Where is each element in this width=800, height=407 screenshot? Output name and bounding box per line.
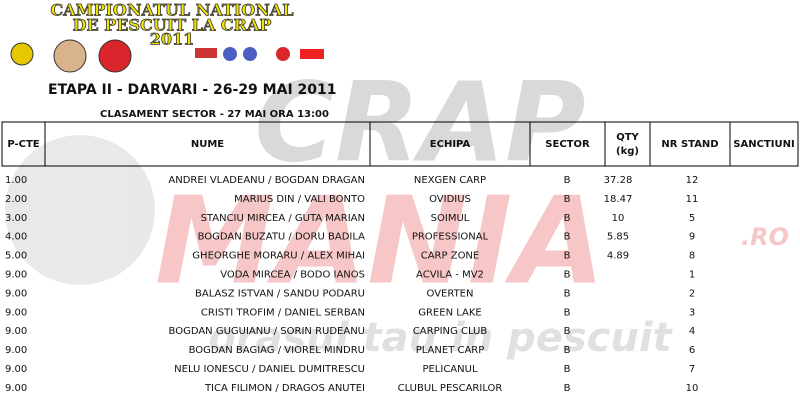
cell-pcte: 1.00 [5,175,27,186]
watermark: CRAP MANIA .RO orasul tau in pescuit [5,58,789,361]
cell-nume: CRISTI TROFIM / DANIEL SERBAN [201,307,365,318]
cell-sector: B [564,232,571,243]
cell-sector: B [564,251,571,262]
cell-nume: NELU IONESCU / DANIEL DUMITRESCU [174,364,365,375]
banner-line: CAMPIONATUL NATIONAL [51,1,294,20]
cell-stand: 4 [689,326,695,337]
column-header: P-CTE [7,139,39,150]
cell-echipa: GREEN LAKE [418,307,482,318]
cell-echipa: PROFESSIONAL [412,232,489,243]
column-header: ECHIPA [430,139,471,150]
cell-pcte: 4.00 [5,232,27,243]
banner-line: 2011 [150,30,195,49]
cell-echipa: OVIDIUS [429,194,471,205]
cell-nume: MARIUS DIN / VALI BONTO [234,194,365,205]
cell-sector: B [564,326,571,337]
table: P-CTE NUME ECHIPA SECTOR QTY (kg) NR STAND SANC… [1,121,799,394]
cell-qty: 10 [612,213,625,224]
cell-qty: 5.85 [607,232,629,243]
cell-qty: 37.28 [604,175,633,186]
column-header: SECTOR [545,139,590,150]
cell-nume: VODA MIRCEA / BODO IANOS [220,270,365,281]
cell-stand: 3 [689,307,695,318]
cell-echipa: CARPING CLUB [413,326,488,337]
cell-echipa: ACVILA - MV2 [416,270,484,281]
cell-qty: 18.47 [604,194,633,205]
cell-stand: 5 [689,213,695,224]
cell-nume: TICA FILIMON / DRAGOS ANUTEI [204,383,365,394]
cell-pcte: 9.00 [5,307,27,318]
cell-pcte: 9.00 [5,383,27,394]
cell-pcte: 9.00 [5,270,27,281]
cell-sector: B [564,307,571,318]
cell-sector: B [564,194,571,205]
cell-nume: BOGDAN BUZATU / DORU BADILA [198,232,366,243]
cell-echipa: OVERTEN [427,288,474,299]
column-header: NUME [191,139,224,150]
cell-stand: 10 [686,383,699,394]
cell-sector: B [564,175,571,186]
cell-pcte: 9.00 [5,364,27,375]
cell-stand: 8 [689,251,695,262]
cell-echipa: SOIMUL [431,213,470,224]
cell-nume: BOGDAN BAGIAG / VIOREL MINDRU [189,345,365,356]
cell-nume: GHEORGHE MORARU / ALEX MIHAI [192,251,365,262]
cell-sector: B [564,270,571,281]
cell-sector: B [564,213,571,224]
cell-nume: STANCIU MIRCEA / GUTA MARIAN [201,213,365,224]
cell-nume: BALASZ ISTVAN / SANDU PODARU [195,288,365,299]
watermark-brand: MANIA [155,173,605,312]
cell-pcte: 5.00 [5,251,27,262]
header-row [1,121,799,167]
cell-nume: ANDREI VLADEANU / BOGDAN DRAGAN [168,175,365,186]
cell-echipa: CLUBUL PESCARILOR [398,383,503,394]
banner-line: DE PESCUIT LA CRAP [73,16,272,35]
cell-sector: B [564,364,571,375]
cell-pcte: 9.00 [5,288,27,299]
cell-stand: 6 [689,345,695,356]
cell-sector: B [564,345,571,356]
column-header: QTY (kg) [616,132,640,157]
heading-subtitle: CLASAMENT SECTOR - 27 MAI ORA 13:00 [100,109,329,120]
logos [10,39,324,73]
heading-title: ETAPA II - DARVARI - 26-29 MAI 2011 [48,82,337,98]
watermark-slogan: orasul tau in pescuit [208,315,673,361]
cell-echipa: PELICANUL [422,364,477,375]
cell-stand: 1 [689,270,695,281]
banner: CAMPIONATUL NATIONAL DE PESCUIT LA CRAP … [50,0,294,49]
cell-sector: B [564,288,571,299]
cell-stand: 9 [689,232,695,243]
cell-stand: 12 [686,175,699,186]
watermark-ball [5,135,155,285]
cell-sector: B [564,383,571,394]
cell-stand: 11 [686,194,699,205]
cell-qty: 4.89 [607,251,629,262]
cell-stand: 2 [689,288,695,299]
column-header: NR STAND [661,139,718,150]
cell-echipa: PLANET CARP [416,345,485,356]
cell-pcte: 2.00 [5,194,27,205]
cell-pcte: 9.00 [5,326,27,337]
cell-echipa: CARP ZONE [421,251,480,262]
cell-pcte: 9.00 [5,345,27,356]
cell-echipa: NEXGEN CARP [414,175,486,186]
cell-nume: BOGDAN GUGUIANU / SORIN RUDEANU [169,326,365,337]
column-header: SANCTIUNI [733,139,794,150]
cell-stand: 7 [689,364,695,375]
watermark-domain: .RO [741,223,789,251]
cell-pcte: 3.00 [5,213,27,224]
